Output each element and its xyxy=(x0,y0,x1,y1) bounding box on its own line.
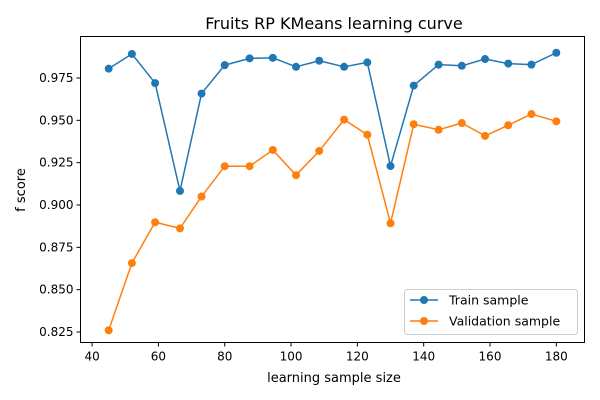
validation-sample-point xyxy=(340,115,349,124)
x-tick-label: 80 xyxy=(217,350,232,364)
validation-sample-point xyxy=(315,146,324,155)
train-sample-point xyxy=(527,60,536,69)
train-sample-point xyxy=(292,62,301,71)
train-sample-legend-marker xyxy=(420,296,428,304)
train-sample-point xyxy=(340,62,349,71)
chart-title: Fruits RP KMeans learning curve xyxy=(205,14,462,33)
validation-sample-legend-marker xyxy=(420,317,428,325)
x-axis: 40 60 80 100 120 140 160 180 xyxy=(84,342,568,364)
train-sample-point xyxy=(315,56,324,65)
validation-sample-point xyxy=(409,120,418,129)
validation-sample-point xyxy=(104,326,113,335)
train-sample-point xyxy=(127,49,136,58)
train-sample-point xyxy=(409,81,418,90)
y-tick-label: 0.825 xyxy=(39,325,73,339)
x-tick-label: 100 xyxy=(280,350,303,364)
validation-sample-point xyxy=(197,192,206,201)
x-tick-label: 160 xyxy=(479,350,502,364)
train-sample-point xyxy=(481,55,490,64)
train-sample-point xyxy=(245,54,254,63)
x-tick-label: 140 xyxy=(412,350,435,364)
x-tick-label: 120 xyxy=(346,350,369,364)
validation-sample-point xyxy=(504,121,513,130)
y-tick-label: 0.875 xyxy=(39,240,73,254)
y-axis: 0.825 0.850 0.875 0.900 0.925 0.950 0.975 xyxy=(39,71,81,339)
validation-sample-point xyxy=(151,218,160,227)
validation-sample-point xyxy=(386,219,395,228)
train-sample-point xyxy=(504,59,513,68)
validation-sample-point xyxy=(220,162,229,171)
y-tick-label: 0.900 xyxy=(39,198,73,212)
validation-sample-point xyxy=(292,171,301,180)
x-tick-label: 40 xyxy=(84,350,99,364)
train-sample-point xyxy=(175,186,184,195)
train-sample-point xyxy=(197,89,206,98)
train-sample-point xyxy=(220,61,229,70)
validation-sample-legend-label: Validation sample xyxy=(449,314,560,329)
validation-sample-point xyxy=(434,125,443,134)
train-sample-line xyxy=(108,52,557,192)
x-tick-label: 60 xyxy=(151,350,166,364)
train-sample-point xyxy=(434,60,443,69)
train-sample-point xyxy=(104,64,113,73)
validation-sample-point xyxy=(363,130,372,139)
y-tick-label: 0.975 xyxy=(39,71,73,85)
validation-sample-point xyxy=(245,162,254,171)
train-sample-point xyxy=(386,162,395,171)
train-sample-point xyxy=(457,61,466,70)
train-sample-point xyxy=(552,48,561,57)
train-sample-legend-label: Train sample xyxy=(448,293,529,308)
train-sample-point xyxy=(363,58,372,67)
y-tick-label: 0.925 xyxy=(39,156,73,170)
validation-sample-point xyxy=(127,259,136,268)
legend: Train sample Validation sample xyxy=(404,289,578,335)
validation-sample-point xyxy=(552,117,561,126)
y-axis-label: f score xyxy=(14,168,29,212)
validation-sample-point xyxy=(175,224,184,233)
validation-sample-point xyxy=(481,131,490,140)
validation-sample-line xyxy=(107,113,557,331)
validation-sample-point xyxy=(457,119,466,128)
y-tick-label: 0.850 xyxy=(39,283,73,297)
train-sample-point xyxy=(268,53,277,62)
plot-frame xyxy=(80,36,585,343)
train-sample-point xyxy=(151,79,160,88)
validation-sample-point xyxy=(527,110,536,119)
legend-box xyxy=(404,289,578,335)
validation-sample-point xyxy=(268,145,277,154)
series-layer xyxy=(104,48,561,335)
y-tick-label: 0.950 xyxy=(39,113,73,127)
x-tick-label: 180 xyxy=(545,350,568,364)
x-axis-label: learning sample size xyxy=(267,371,401,386)
